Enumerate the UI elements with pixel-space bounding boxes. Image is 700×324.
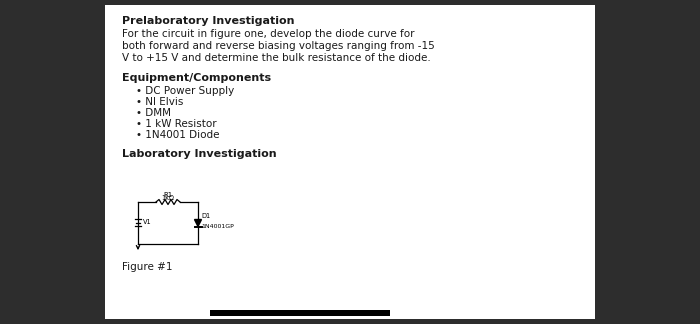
Text: Equipment/Components: Equipment/Components bbox=[122, 73, 271, 83]
Text: • 1N4001 Diode: • 1N4001 Diode bbox=[136, 130, 220, 140]
Text: R1: R1 bbox=[163, 192, 173, 198]
Text: 1kΩ: 1kΩ bbox=[162, 195, 174, 202]
Text: For the circuit in figure one, develop the diode curve for: For the circuit in figure one, develop t… bbox=[122, 29, 414, 39]
Text: Figure #1: Figure #1 bbox=[122, 262, 172, 272]
Text: 1N4001GP: 1N4001GP bbox=[201, 224, 234, 229]
Bar bbox=[105, 5, 595, 319]
Polygon shape bbox=[195, 219, 202, 226]
Text: D1: D1 bbox=[201, 213, 210, 219]
Text: both forward and reverse biasing voltages ranging from -15: both forward and reverse biasing voltage… bbox=[122, 41, 435, 51]
Text: V to +15 V and determine the bulk resistance of the diode.: V to +15 V and determine the bulk resist… bbox=[122, 53, 430, 63]
Text: Laboratory Investigation: Laboratory Investigation bbox=[122, 149, 276, 159]
Text: • DC Power Supply: • DC Power Supply bbox=[136, 86, 235, 96]
Text: V1: V1 bbox=[143, 219, 152, 225]
Text: • NI Elvis: • NI Elvis bbox=[136, 97, 183, 107]
Text: • 1 kW Resistor: • 1 kW Resistor bbox=[136, 119, 216, 129]
Text: Prelaboratory Investigation: Prelaboratory Investigation bbox=[122, 16, 295, 26]
Bar bbox=[210, 310, 390, 316]
Text: • DMM: • DMM bbox=[136, 108, 171, 118]
